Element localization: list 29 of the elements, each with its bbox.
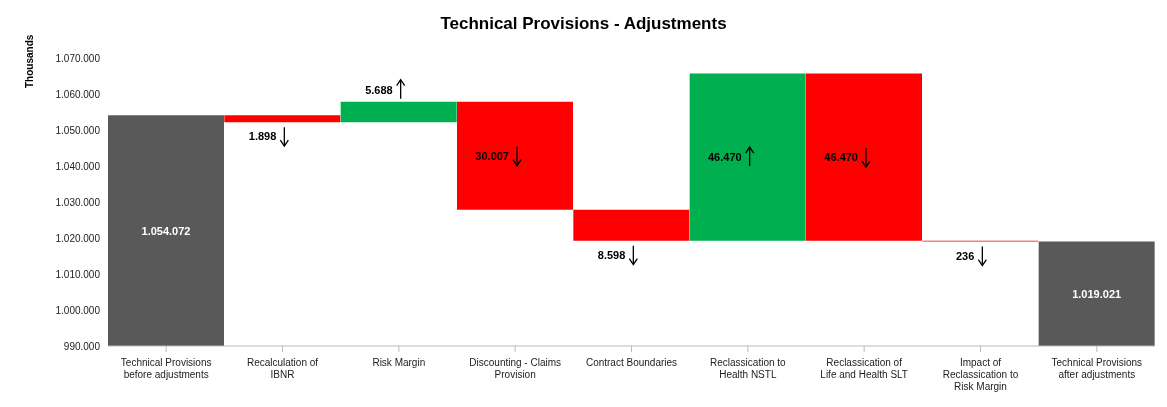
chart-title: Technical Provisions - Adjustments — [439, 14, 728, 34]
y-tick-label: 1.050.000 — [55, 124, 101, 136]
y-axis-title: Thousands — [24, 34, 36, 88]
x-tick-label: Reclassication of Life and Health SLT — [820, 357, 908, 380]
data-label: 46.470 — [708, 151, 742, 164]
y-tick-label: 1.070.000 — [55, 52, 101, 64]
data-label: 1.019.021 — [1072, 287, 1122, 300]
x-tick-label: Contract Boundaries — [585, 357, 678, 368]
data-label: 30.007 — [475, 149, 509, 162]
y-tick-label: 1.030.000 — [55, 196, 101, 208]
y-tick-label: 990.000 — [63, 340, 101, 352]
x-tick-label: Discounting - Claims Provision — [469, 357, 562, 380]
y-tick-label: 1.000.000 — [55, 304, 101, 316]
y-tick-label: 1.040.000 — [55, 160, 101, 172]
x-tick-label: Reclassication to Health NSTL — [710, 357, 787, 380]
x-tick-label: Technical Provisions before adjustments — [120, 357, 212, 380]
data-label: 46.470 — [824, 151, 858, 164]
data-label: 236 — [955, 249, 975, 262]
data-label: 5.688 — [365, 83, 393, 96]
data-label: 8.598 — [597, 248, 626, 261]
x-tick-label: Technical Provisions after adjustments — [1051, 357, 1143, 380]
data-label: 1.898 — [248, 130, 277, 143]
x-tick-label: Impact of Reclassication to Risk Margin — [942, 357, 1019, 392]
x-tick-label: Recalculation of IBNR — [246, 357, 319, 380]
y-tick-label: 1.060.000 — [55, 88, 101, 100]
y-tick-label: 1.010.000 — [55, 268, 101, 280]
x-tick-label: Risk Margin — [372, 357, 426, 368]
data-label: 1.054.072 — [141, 224, 191, 237]
y-tick-label: 1.020.000 — [55, 232, 101, 244]
